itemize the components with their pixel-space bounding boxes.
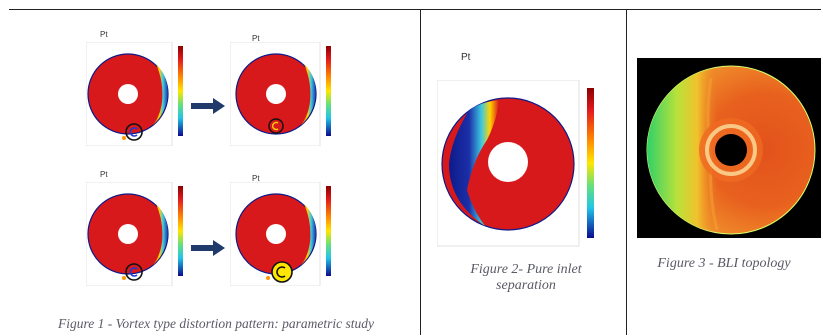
figure-1-plot-top-right: Pt xyxy=(230,30,340,146)
colorbar xyxy=(326,46,331,136)
plot-label: Pt xyxy=(252,174,260,183)
figure-1-plot-top-left: Pt xyxy=(86,30,190,146)
colorbar xyxy=(178,46,183,136)
cell-divider-2 xyxy=(626,9,627,335)
colorbar xyxy=(587,88,594,238)
figure-2-caption-line-1: Figure 2- Pure inlet xyxy=(470,262,582,277)
contour-plot xyxy=(86,182,183,286)
contour-plot xyxy=(86,42,183,146)
plot-label: Pt xyxy=(100,170,108,179)
vortex-marker xyxy=(268,118,284,134)
figure-1-cell: Pt Pt Pt xyxy=(10,10,420,335)
vortex-marker xyxy=(125,123,143,141)
figure-1-caption: Figure 1 - Vortex type distortion patter… xyxy=(58,316,374,331)
arrow-right-icon xyxy=(191,240,225,256)
vortex-marker xyxy=(125,263,143,281)
figure-3-caption: Figure 3 - BLI topology xyxy=(657,256,791,271)
plot-label: Pt xyxy=(252,34,260,43)
figure-table-frame xyxy=(9,9,821,336)
figure-3-bli-plot xyxy=(637,58,821,238)
figure-2-cell: Pt Figure 2- Pure inlet separation xyxy=(421,10,626,335)
figure-2-caption-line-2: separation xyxy=(496,278,556,293)
arrow-right-icon xyxy=(191,98,225,114)
contour-plot xyxy=(230,182,331,286)
colorbar xyxy=(326,186,331,276)
figure-2-caption: Figure 2- Pure inlet separation xyxy=(431,262,621,294)
figure-1-plot-bottom-right: Pt xyxy=(230,170,340,286)
figure-3-cell: Figure 3 - BLI topology xyxy=(627,10,821,335)
plot-label: Pt xyxy=(100,30,108,39)
contour-plot xyxy=(230,42,331,146)
colorbar xyxy=(178,186,183,276)
plot-label: Pt xyxy=(461,52,471,63)
vortex-marker xyxy=(271,261,293,283)
figure-2-contour-plot xyxy=(437,80,594,247)
cell-divider-1 xyxy=(420,9,421,335)
figure-1-plot-bottom-left: Pt xyxy=(86,170,190,286)
